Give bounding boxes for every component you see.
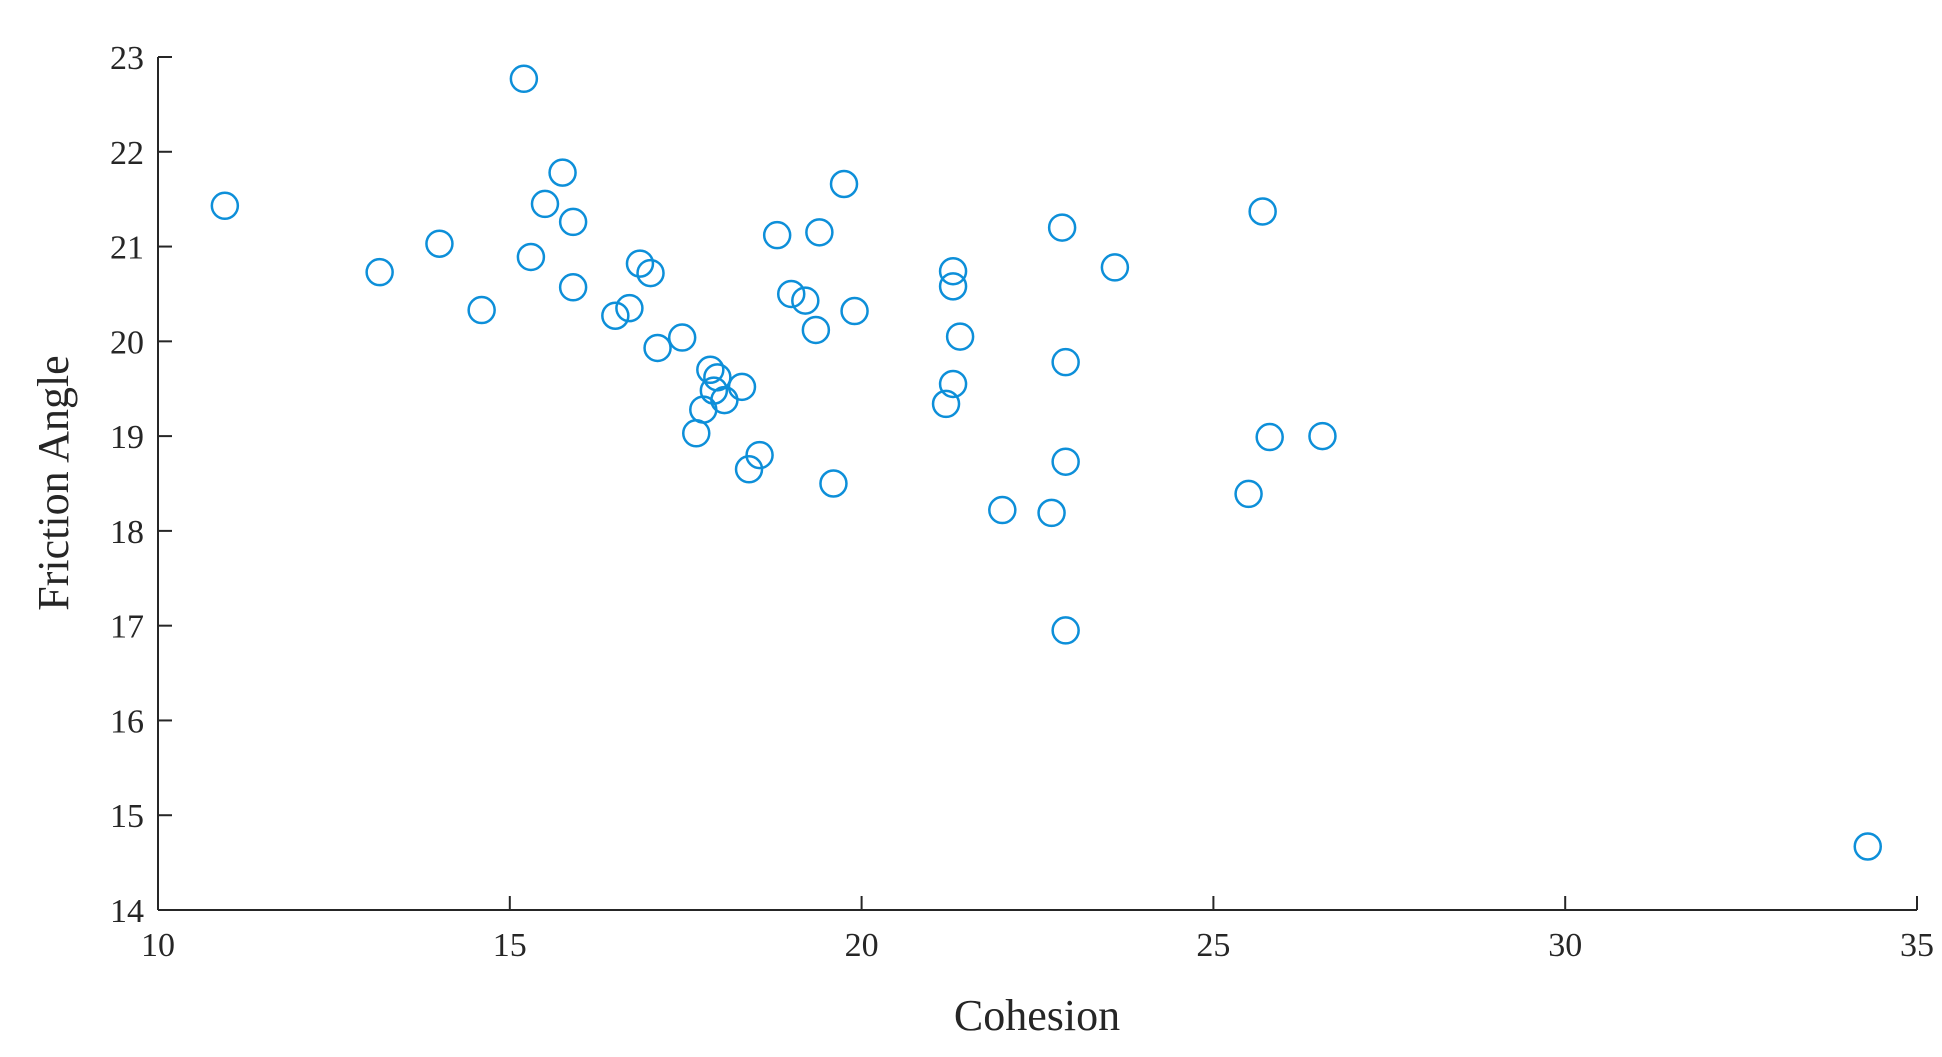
data-point — [840, 296, 869, 326]
data-point — [734, 455, 764, 484]
data-point — [558, 273, 588, 302]
data-point — [1234, 479, 1263, 509]
data-point — [1047, 213, 1077, 242]
data-point — [1308, 421, 1337, 451]
data-point — [1051, 447, 1080, 476]
data-point — [1051, 616, 1080, 645]
x-axis-title: Cohesion — [954, 991, 1120, 1040]
data-point — [699, 376, 729, 405]
data-point — [938, 369, 968, 399]
data-point — [667, 323, 697, 352]
y-axis-title: Friction Angle — [29, 355, 78, 610]
plot-area — [157, 57, 1917, 911]
x-tick-label: 35 — [1900, 927, 1934, 964]
data-point — [829, 169, 859, 199]
data-point — [1248, 197, 1277, 226]
data-point — [945, 322, 975, 351]
data-point — [425, 229, 454, 258]
data-point — [1853, 832, 1882, 861]
y-tick-label: 23 — [110, 40, 144, 77]
y-tick-label: 17 — [110, 609, 144, 646]
x-tick-label: 30 — [1548, 927, 1582, 964]
data-point — [938, 256, 968, 286]
data-point — [776, 279, 806, 309]
x-tick-label: 20 — [845, 927, 879, 964]
x-tick-label: 15 — [493, 927, 527, 964]
data-point — [696, 355, 725, 385]
y-tick-label: 20 — [110, 324, 144, 361]
data-point — [805, 218, 834, 247]
data-points — [210, 64, 1882, 861]
data-point — [210, 191, 240, 221]
data-point — [931, 389, 961, 419]
data-point — [509, 64, 539, 94]
data-point — [762, 220, 792, 250]
data-point — [615, 293, 644, 323]
data-point — [1100, 253, 1130, 282]
data-point — [682, 419, 711, 448]
y-tick-label: 14 — [110, 893, 144, 930]
x-tick-label: 25 — [1196, 927, 1230, 964]
data-point — [791, 286, 820, 315]
data-point — [988, 495, 1017, 525]
data-point — [548, 158, 577, 187]
data-point — [516, 242, 546, 272]
data-point — [938, 272, 968, 301]
data-point — [365, 257, 394, 287]
data-point — [1037, 498, 1066, 528]
data-point — [558, 207, 588, 237]
x-axis-ticks: 10 15 20 25 30 35 — [141, 896, 1934, 964]
x-tick-label: 10 — [141, 927, 175, 964]
data-point — [601, 301, 630, 330]
data-point — [745, 440, 774, 470]
data-point — [727, 372, 757, 402]
y-tick-label: 15 — [110, 798, 144, 835]
y-axis-ticks: 14 15 16 17 18 19 20 21 22 23 — [110, 40, 172, 930]
data-point — [636, 258, 665, 288]
data-point — [819, 469, 848, 498]
data-point — [643, 333, 672, 363]
data-point — [467, 295, 496, 325]
y-tick-label: 16 — [110, 703, 144, 740]
y-tick-label: 21 — [110, 230, 144, 267]
data-point — [1255, 422, 1284, 452]
y-tick-label: 19 — [110, 419, 144, 456]
y-tick-label: 18 — [110, 514, 144, 551]
data-point — [625, 249, 655, 278]
y-tick-label: 22 — [110, 135, 144, 172]
data-point — [801, 315, 831, 345]
data-point — [1051, 347, 1080, 377]
data-point — [530, 189, 560, 219]
